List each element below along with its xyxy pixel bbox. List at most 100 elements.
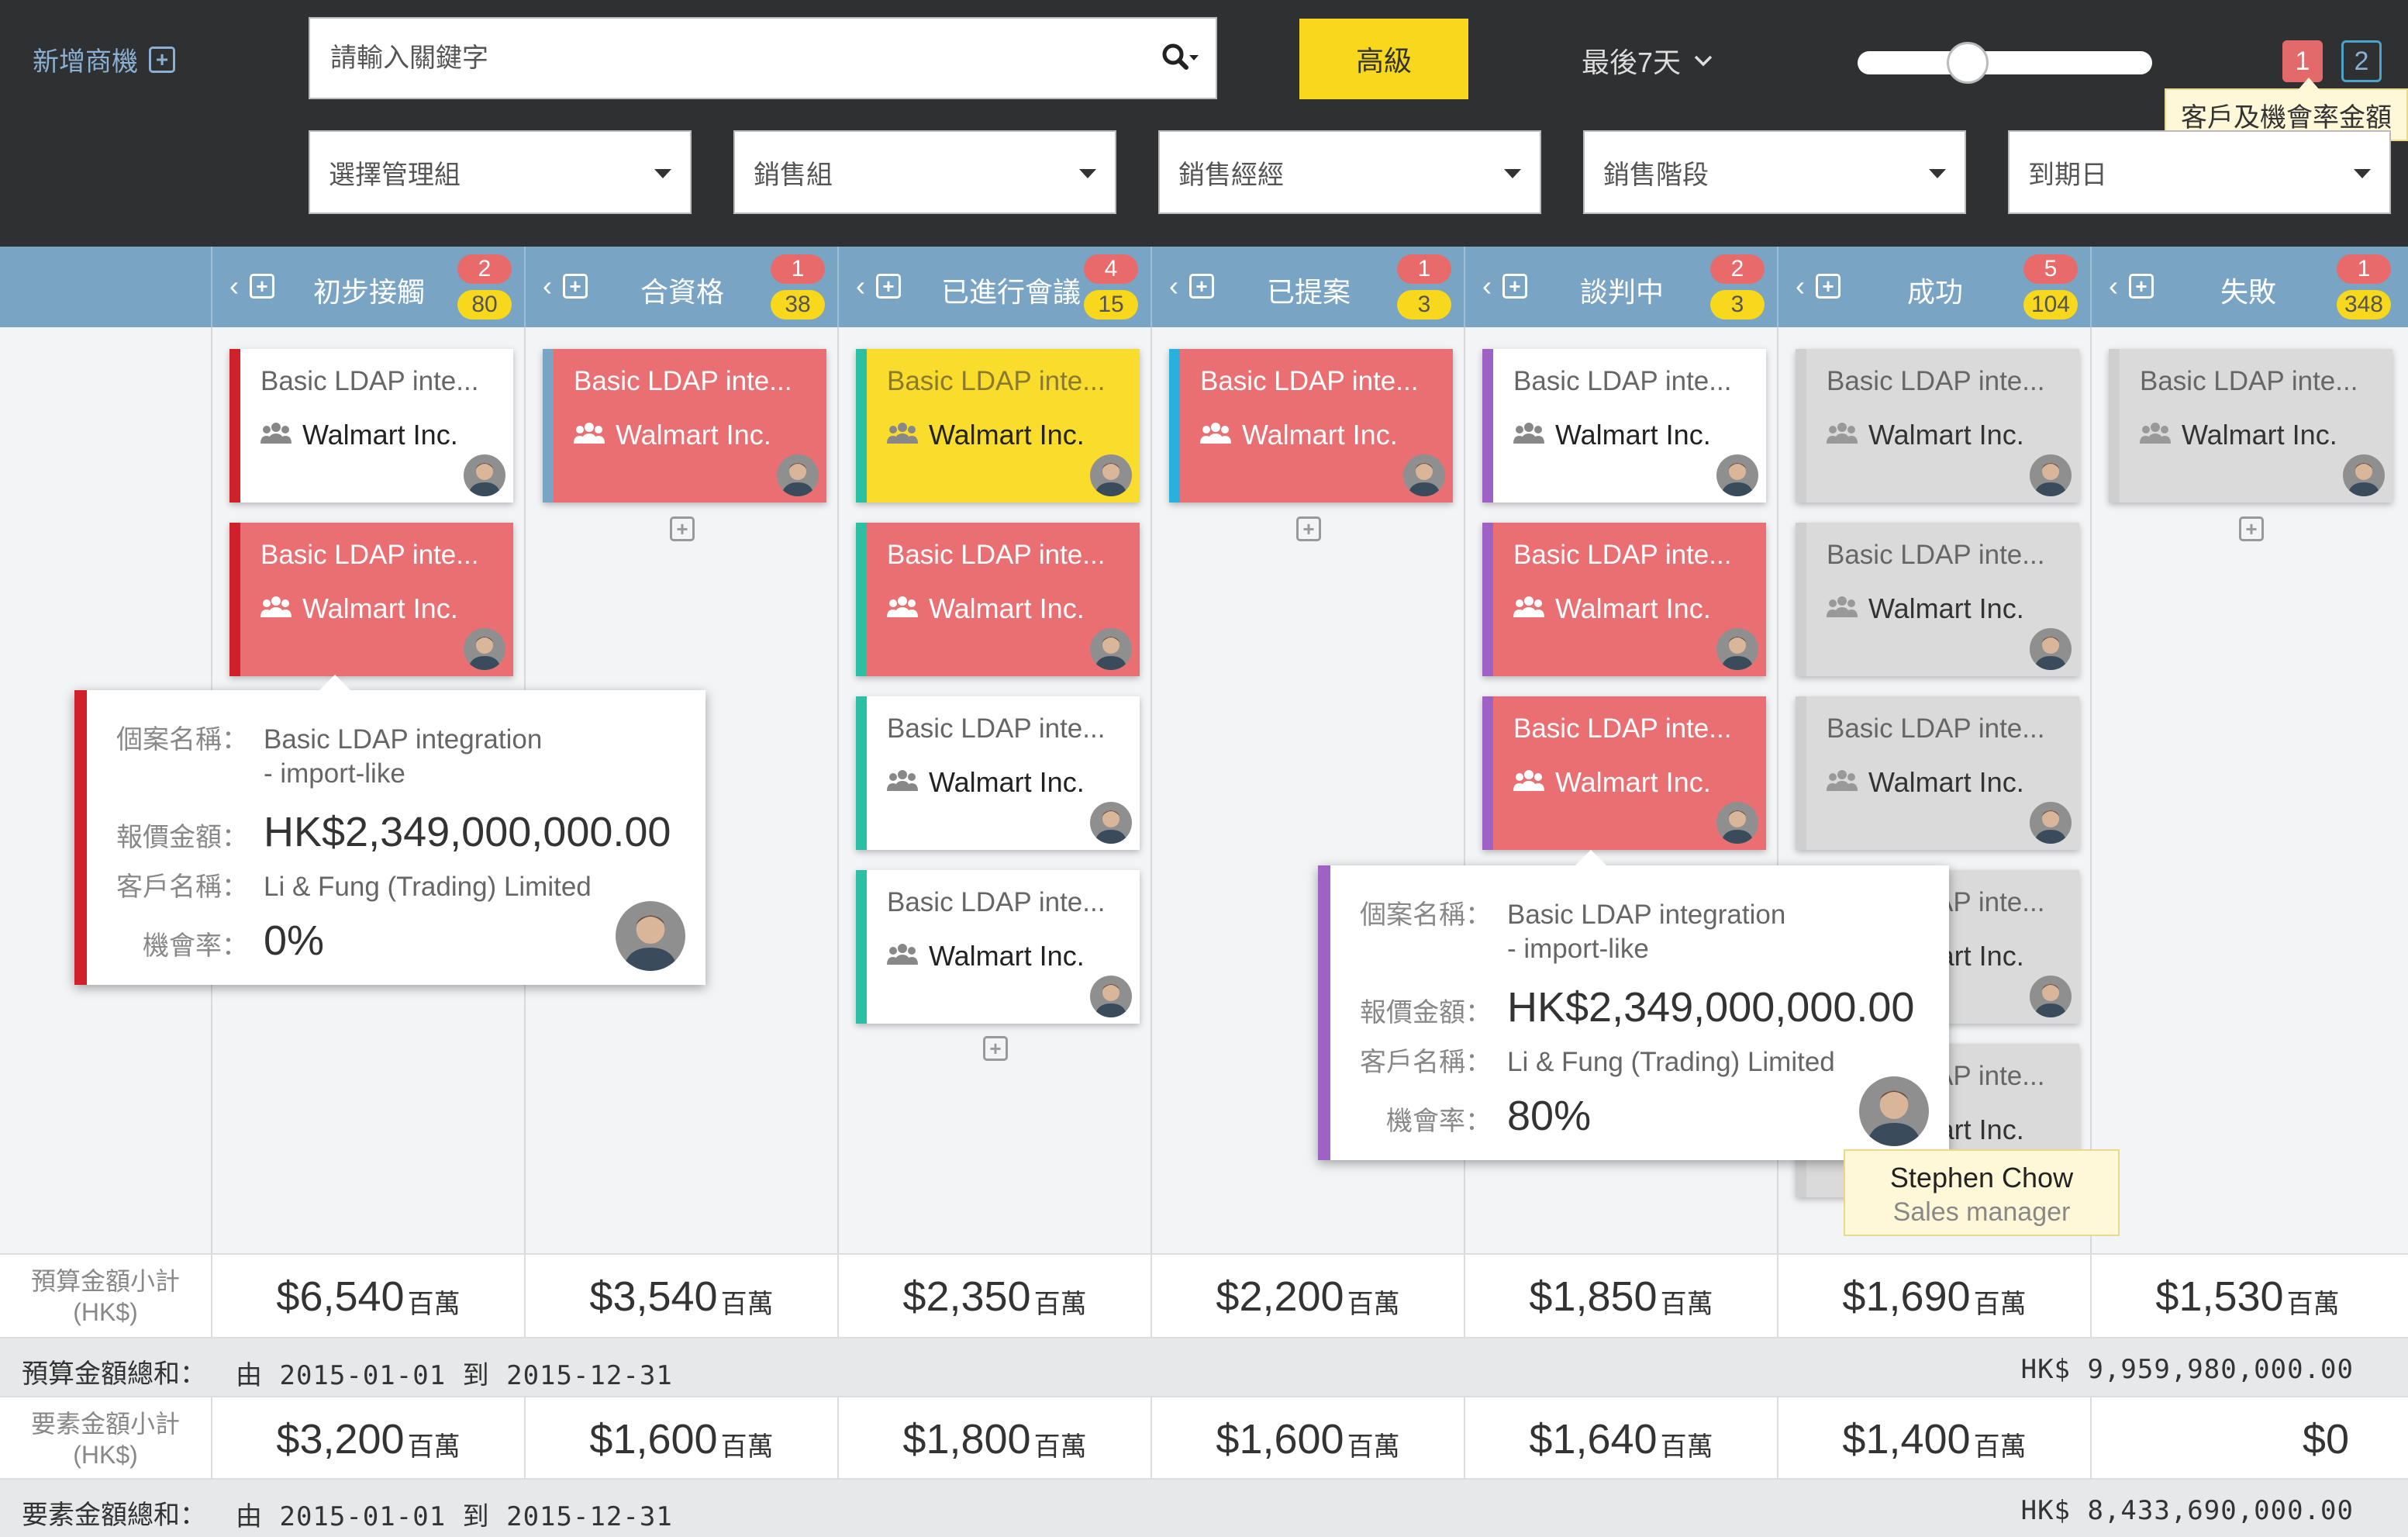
collapse-left-icon[interactable]: ‹ xyxy=(2109,270,2118,302)
deal-card[interactable]: Basic LDAP inte... Walmart Inc. xyxy=(1482,349,1766,503)
avatar[interactable] xyxy=(464,454,505,496)
count-badge: 4 xyxy=(1084,254,1138,284)
avatar[interactable] xyxy=(1090,628,1132,670)
column-header-negotiation: ‹ + 談判中 2 3 xyxy=(1464,247,1777,327)
add-card-icon[interactable]: + xyxy=(2129,274,2154,299)
avatar[interactable] xyxy=(2030,976,2072,1017)
person-name: Stephen Chow xyxy=(1889,1162,2074,1193)
deal-card[interactable]: Basic LDAP inte... Walmart Inc. xyxy=(1482,696,1766,850)
people-icon xyxy=(887,419,918,451)
add-card-button[interactable]: + xyxy=(2239,516,2264,541)
card-company: Walmart Inc. xyxy=(2140,419,2337,451)
sales-manager-select[interactable]: 銷售經經 xyxy=(1158,130,1541,214)
avatar[interactable] xyxy=(1090,802,1132,844)
company-name: Walmart Inc. xyxy=(616,419,771,451)
add-card-icon[interactable]: + xyxy=(1502,274,1527,299)
subtotal-amount: $3,200 xyxy=(276,1416,405,1463)
add-card-icon[interactable]: + xyxy=(1816,274,1840,299)
add-card-button[interactable]: + xyxy=(670,516,695,541)
avatar[interactable] xyxy=(1859,1076,1929,1146)
avatar[interactable] xyxy=(2030,454,2072,496)
people-icon xyxy=(1513,592,1544,625)
avatar[interactable] xyxy=(1716,802,1758,844)
deal-card[interactable]: Basic LDAP inte... Walmart Inc. xyxy=(229,523,513,676)
date-range-label: 最後7天 xyxy=(1582,47,1682,78)
avatar[interactable] xyxy=(2030,802,2072,844)
people-icon xyxy=(1827,766,1858,799)
add-card-button[interactable]: + xyxy=(983,1036,1008,1061)
due-date-select[interactable]: 到期日 xyxy=(2008,130,2391,214)
deal-card[interactable]: Basic LDAP inte... Walmart Inc. xyxy=(1796,523,2079,676)
slider-handle[interactable] xyxy=(1947,42,1989,84)
add-card-icon[interactable]: + xyxy=(250,274,274,299)
budget-sum-row: 預算金額總和： 由 2015-01-01 到 2015-12-31 HK$ 9,… xyxy=(0,1337,2408,1396)
subtotal-cell: $1,400 百萬 xyxy=(1777,1397,2090,1481)
avatar[interactable] xyxy=(2343,454,2385,496)
company-name: Walmart Inc. xyxy=(929,940,1085,972)
collapse-left-icon[interactable]: ‹ xyxy=(1169,270,1178,302)
page-button-2[interactable]: 2 xyxy=(2341,40,2382,82)
rate-value: 80% xyxy=(1507,1093,1592,1139)
add-card-icon[interactable]: + xyxy=(876,274,901,299)
avatar[interactable] xyxy=(2030,628,2072,670)
add-card-button[interactable]: + xyxy=(1296,516,1321,541)
card-title: Basic LDAP inte... xyxy=(2140,366,2358,396)
deal-card[interactable]: Basic LDAP inte... Walmart Inc. xyxy=(856,349,1140,503)
add-card-icon[interactable]: + xyxy=(1189,274,1214,299)
label-line: 預算金額小計 xyxy=(30,1267,180,1295)
sales-stage-select[interactable]: 銷售階段 xyxy=(1583,130,1966,214)
deal-card[interactable]: Basic LDAP inte... Walmart Inc. xyxy=(229,349,513,503)
avatar[interactable] xyxy=(1716,628,1758,670)
avatar[interactable] xyxy=(1090,454,1132,496)
card-company: Walmart Inc. xyxy=(1827,419,2024,451)
element-date-range: 由 2015-01-01 到 2015-12-31 xyxy=(236,1501,673,1532)
deal-card[interactable]: Basic LDAP inte... Walmart Inc. xyxy=(2109,349,2392,503)
management-group-select[interactable]: 選擇管理組 xyxy=(309,130,692,214)
card-title: Basic LDAP inte... xyxy=(1200,366,1419,396)
subtotal-amount: $6,540 xyxy=(276,1273,405,1320)
avatar[interactable] xyxy=(777,454,819,496)
collapse-left-icon[interactable]: ‹ xyxy=(856,270,865,302)
add-deal-button[interactable]: 新增商機 + xyxy=(33,40,175,78)
deal-card[interactable]: Basic LDAP inte... Walmart Inc. xyxy=(856,523,1140,676)
deal-detail-popup: 個案名稱： Basic LDAP integration - import-lik… xyxy=(74,675,705,985)
avatar[interactable] xyxy=(616,901,685,971)
column-title: 已提案 xyxy=(1266,276,1351,308)
rate-value: 0% xyxy=(264,917,325,964)
avatar[interactable] xyxy=(1403,454,1445,496)
top-toolbar: 新增商機 + 高級 最後7天 1 2 客戶及機會率金額 選擇管理組 銷售組 銷售… xyxy=(0,0,2408,247)
plus-icon: + xyxy=(149,46,175,73)
deal-card[interactable]: Basic LDAP inte... Walmart Inc. xyxy=(1796,696,2079,850)
company-name: Walmart Inc. xyxy=(1555,766,1711,798)
collapse-left-icon[interactable]: ‹ xyxy=(543,270,552,302)
people-icon xyxy=(1513,766,1544,799)
date-range-select[interactable]: 最後7天 xyxy=(1582,40,1713,81)
collapse-left-icon[interactable]: ‹ xyxy=(1482,270,1492,302)
deal-card[interactable]: Basic LDAP inte... Walmart Inc. xyxy=(856,696,1140,850)
sales-group-select[interactable]: 銷售組 xyxy=(733,130,1116,214)
caret-down-icon xyxy=(1504,169,1521,178)
people-icon xyxy=(260,419,292,451)
column-title: 成功 xyxy=(1906,276,1963,308)
avatar[interactable] xyxy=(1090,976,1132,1017)
select-label: 到期日 xyxy=(2028,160,2107,190)
avatar[interactable] xyxy=(464,628,505,670)
zoom-slider[interactable] xyxy=(1858,42,2152,84)
deal-card[interactable]: Basic LDAP inte... Walmart Inc. xyxy=(543,349,826,503)
search-icon[interactable] xyxy=(1146,43,1216,74)
card-title: Basic LDAP inte... xyxy=(887,366,1106,396)
search-input[interactable] xyxy=(310,19,1146,98)
count-badge: 1 xyxy=(1397,254,1451,284)
advanced-button[interactable]: 高級 xyxy=(1299,19,1468,99)
deal-card[interactable]: Basic LDAP inte... Walmart Inc. xyxy=(1796,349,2079,503)
collapse-left-icon[interactable]: ‹ xyxy=(1796,270,1805,302)
collapse-left-icon[interactable]: ‹ xyxy=(229,270,239,302)
avatar[interactable] xyxy=(1716,454,1758,496)
subtotal-unit: 百萬 xyxy=(1660,1289,1713,1319)
deal-card[interactable]: Basic LDAP inte... Walmart Inc. xyxy=(1482,523,1766,676)
deal-card[interactable]: Basic LDAP inte... Walmart Inc. xyxy=(1169,349,1453,503)
page-button-1[interactable]: 1 xyxy=(2282,40,2323,82)
add-card-icon[interactable]: + xyxy=(563,274,588,299)
case-name-label: 個案名稱： xyxy=(116,725,248,755)
deal-card[interactable]: Basic LDAP inte... Walmart Inc. xyxy=(856,870,1140,1024)
